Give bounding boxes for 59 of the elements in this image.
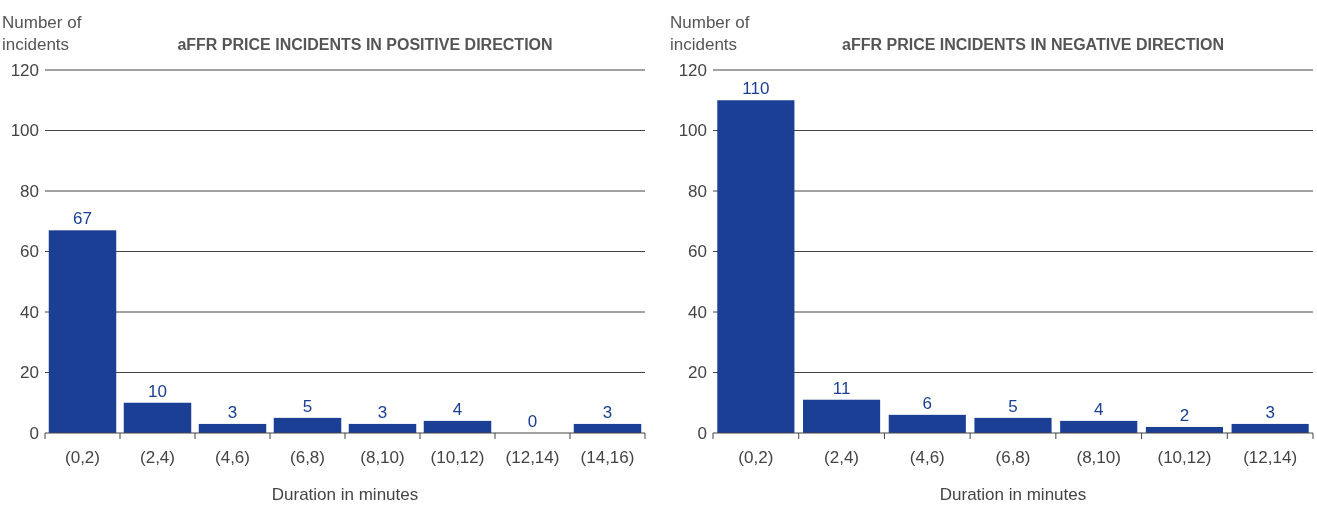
x-tick-label: (2,4) bbox=[140, 448, 175, 467]
data-label: 4 bbox=[1093, 399, 1104, 419]
data-label: 0 bbox=[527, 412, 538, 431]
data-label: 2 bbox=[1179, 405, 1190, 425]
chart-title: aFFR PRICE INCIDENTS IN POSITIVE DIRECTION bbox=[177, 36, 553, 53]
data-label: 5 bbox=[1008, 396, 1018, 416]
x-tick-label: (10,12) bbox=[430, 448, 485, 467]
bar bbox=[423, 420, 492, 433]
x-axis-title: Duration in minutes bbox=[939, 485, 1087, 504]
y-tick-label: 40 bbox=[20, 302, 39, 322]
x-tick-label: (0,2) bbox=[738, 448, 774, 467]
x-tick-label: (4,6) bbox=[909, 448, 945, 467]
y-tick-label: 80 bbox=[688, 181, 707, 201]
data-label: 3 bbox=[1265, 402, 1275, 422]
x-tick-label: (2,4) bbox=[824, 448, 860, 467]
bar bbox=[974, 417, 1052, 433]
y-tick-label: 0 bbox=[697, 423, 707, 443]
y-tick-label: 100 bbox=[678, 121, 707, 141]
y-tick-label: 0 bbox=[29, 423, 39, 443]
data-label: 3 bbox=[377, 402, 388, 422]
x-tick-label: (12,14) bbox=[505, 448, 560, 467]
y-tick-label: 120 bbox=[678, 60, 707, 80]
data-label: 3 bbox=[227, 402, 238, 422]
bar bbox=[273, 417, 342, 433]
data-label: 5 bbox=[302, 396, 313, 416]
bar bbox=[803, 399, 881, 433]
data-label: 6 bbox=[922, 393, 933, 413]
y-tick-label: 120 bbox=[10, 60, 39, 80]
x-tick-label: (6,8) bbox=[995, 448, 1031, 467]
x-tick-label: (4,6) bbox=[215, 448, 250, 467]
data-label: 4 bbox=[452, 399, 463, 419]
bar bbox=[1060, 420, 1138, 433]
bar bbox=[123, 402, 192, 433]
bar bbox=[717, 100, 795, 433]
data-label: 11 bbox=[832, 378, 851, 398]
y-tick-label: 40 bbox=[688, 302, 707, 322]
bar bbox=[888, 414, 966, 433]
x-tick-label: (8,10) bbox=[360, 448, 405, 467]
x-tick-label: (10,12) bbox=[1157, 448, 1212, 467]
x-axis-title: Duration in minutes bbox=[271, 485, 419, 504]
data-label: 10 bbox=[148, 381, 167, 401]
chart-title: aFFR PRICE INCIDENTS IN NEGATIVE DIRECTION bbox=[842, 36, 1224, 53]
x-tick-label: (12,14) bbox=[1243, 448, 1298, 467]
y-tick-label: 20 bbox=[688, 363, 707, 383]
y-tick-label: 60 bbox=[688, 242, 707, 262]
y-tick-label: 60 bbox=[20, 242, 39, 262]
x-tick-label: (0,2) bbox=[65, 448, 100, 467]
data-label: 67 bbox=[73, 209, 92, 229]
bar bbox=[48, 230, 117, 433]
x-tick-label: (6,8) bbox=[290, 448, 325, 467]
y-axis-title: Number of incidents bbox=[2, 13, 82, 54]
y-tick-label: 100 bbox=[10, 121, 39, 141]
y-axis-title: Number of incidents bbox=[670, 13, 750, 54]
x-tick-label: (8,10) bbox=[1076, 448, 1121, 467]
data-label: 110 bbox=[742, 79, 770, 99]
y-tick-label: 80 bbox=[20, 181, 39, 201]
y-tick-label: 20 bbox=[20, 363, 39, 383]
data-label: 3 bbox=[602, 402, 613, 422]
x-tick-label: (14,16) bbox=[580, 448, 635, 467]
